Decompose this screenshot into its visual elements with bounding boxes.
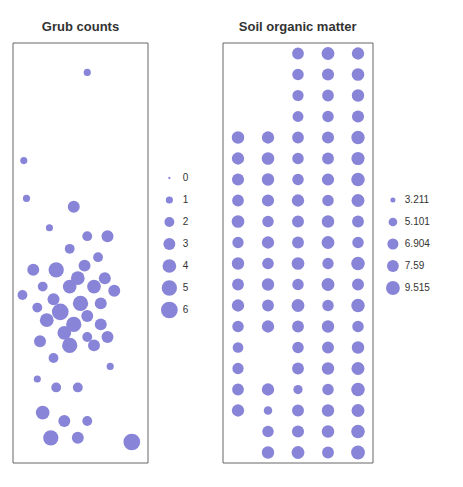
svg-text:9.515: 9.515 bbox=[405, 281, 430, 292]
svg-text:4: 4 bbox=[183, 259, 189, 270]
html-text:Soil organic matter: Soil organic matter bbox=[238, 19, 357, 34]
svg-text:0: 0 bbox=[183, 171, 189, 182]
svg-text:6: 6 bbox=[183, 303, 189, 314]
svg-text:3: 3 bbox=[183, 237, 189, 248]
svg-text:1: 1 bbox=[183, 193, 189, 204]
svg-text:5: 5 bbox=[183, 281, 189, 292]
svg-text:3.211: 3.211 bbox=[405, 193, 430, 204]
svg-text:6.904: 6.904 bbox=[405, 237, 430, 248]
html-text:Grub counts: Grub counts bbox=[41, 19, 120, 34]
svg-text:5.101: 5.101 bbox=[405, 215, 430, 226]
svg-text:2: 2 bbox=[183, 215, 189, 226]
svg-text:7.59: 7.59 bbox=[405, 259, 425, 270]
